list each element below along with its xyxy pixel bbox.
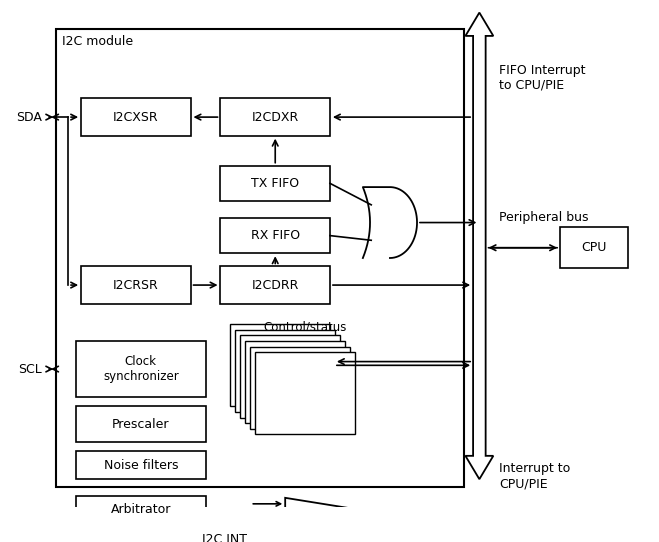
FancyBboxPatch shape bbox=[250, 347, 350, 429]
FancyBboxPatch shape bbox=[76, 451, 206, 479]
Text: Prescaler: Prescaler bbox=[112, 417, 169, 430]
Text: RX FIFO: RX FIFO bbox=[250, 229, 300, 242]
Text: Arbitrator: Arbitrator bbox=[111, 504, 171, 517]
Polygon shape bbox=[465, 12, 494, 479]
FancyBboxPatch shape bbox=[76, 496, 206, 524]
FancyBboxPatch shape bbox=[255, 352, 355, 434]
Text: I2CDRR: I2CDRR bbox=[252, 279, 299, 292]
Text: Noise filters: Noise filters bbox=[103, 459, 178, 472]
FancyBboxPatch shape bbox=[231, 324, 330, 406]
FancyBboxPatch shape bbox=[560, 227, 628, 268]
FancyBboxPatch shape bbox=[56, 29, 465, 487]
Text: CPU: CPU bbox=[581, 241, 606, 254]
Polygon shape bbox=[363, 187, 417, 258]
Text: Control/status
registers: Control/status registers bbox=[264, 320, 347, 349]
Text: I2CRSR: I2CRSR bbox=[113, 279, 159, 292]
FancyBboxPatch shape bbox=[81, 99, 190, 136]
Text: Clock
synchronizer: Clock synchronizer bbox=[103, 355, 179, 383]
FancyBboxPatch shape bbox=[235, 330, 335, 412]
FancyBboxPatch shape bbox=[221, 218, 330, 253]
Polygon shape bbox=[285, 498, 355, 542]
FancyBboxPatch shape bbox=[221, 99, 330, 136]
Text: SDA: SDA bbox=[16, 111, 42, 124]
FancyBboxPatch shape bbox=[245, 341, 345, 423]
Text: I2C module: I2C module bbox=[62, 35, 133, 48]
FancyBboxPatch shape bbox=[241, 335, 340, 417]
Text: I2CXSR: I2CXSR bbox=[113, 111, 159, 124]
Text: I2C INT: I2C INT bbox=[202, 533, 247, 542]
FancyBboxPatch shape bbox=[76, 406, 206, 442]
Text: SCL: SCL bbox=[18, 363, 42, 376]
FancyBboxPatch shape bbox=[221, 166, 330, 201]
Text: FIFO Interrupt
to CPU/PIE: FIFO Interrupt to CPU/PIE bbox=[500, 64, 586, 92]
FancyBboxPatch shape bbox=[76, 341, 206, 397]
Text: I2CDXR: I2CDXR bbox=[252, 111, 299, 124]
FancyBboxPatch shape bbox=[221, 267, 330, 304]
Text: Interrupt to
CPU/PIE: Interrupt to CPU/PIE bbox=[500, 462, 571, 491]
Text: TX FIFO: TX FIFO bbox=[251, 177, 299, 190]
Text: Peripheral bus: Peripheral bus bbox=[500, 211, 588, 224]
FancyBboxPatch shape bbox=[81, 267, 190, 304]
